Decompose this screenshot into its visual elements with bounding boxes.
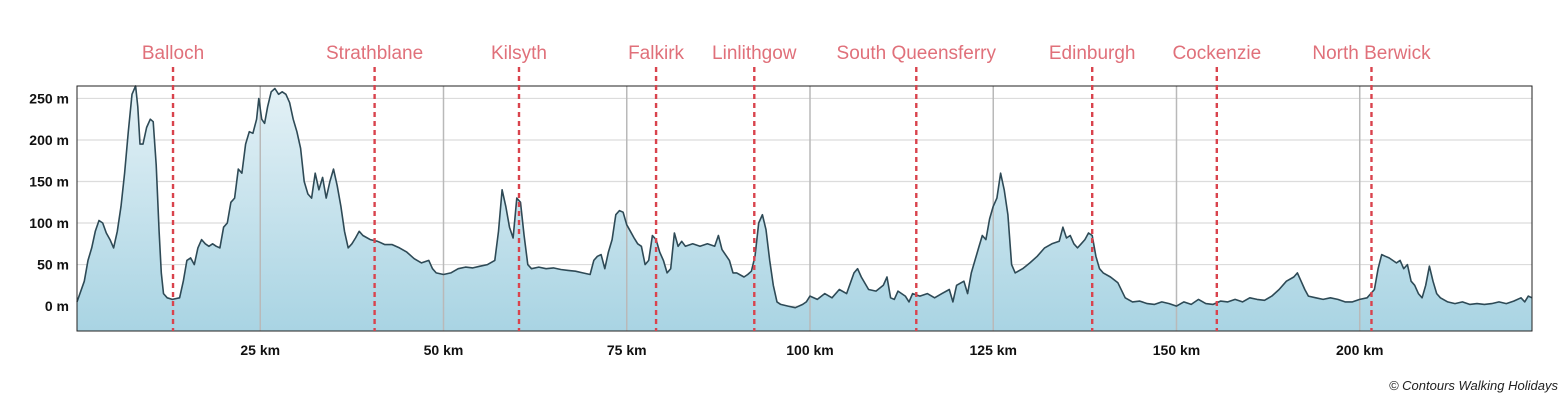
y-tick-label: 250 m bbox=[29, 90, 69, 106]
x-tick-label: 100 km bbox=[786, 342, 833, 358]
x-tick-label: 50 km bbox=[424, 342, 464, 358]
elevation-line bbox=[76, 85, 1533, 309]
x-tick-label: 25 km bbox=[240, 342, 280, 358]
x-tick-label: 125 km bbox=[970, 342, 1017, 358]
x-tick-label: 200 km bbox=[1336, 342, 1383, 358]
town-label: Strathblane bbox=[326, 43, 423, 64]
x-tick-label: 75 km bbox=[607, 342, 647, 358]
town-label: Balloch bbox=[142, 43, 204, 64]
town-label: Edinburgh bbox=[1049, 43, 1136, 64]
elevation-area bbox=[77, 86, 1532, 331]
town-label: South Queensferry bbox=[837, 43, 997, 64]
x-tick-label: 150 km bbox=[1153, 342, 1200, 358]
y-tick-label: 150 m bbox=[29, 174, 69, 190]
town-label: Linlithgow bbox=[712, 43, 797, 64]
plot-frame bbox=[76, 85, 1533, 332]
y-tick-label: 200 m bbox=[29, 132, 69, 148]
town-label: Falkirk bbox=[628, 43, 684, 64]
town-label: Cockenzie bbox=[1172, 43, 1261, 64]
y-tick-label: 100 m bbox=[29, 215, 69, 231]
copyright-text: © Contours Walking Holidays bbox=[1388, 378, 1558, 393]
y-tick-label: 50 m bbox=[37, 257, 69, 273]
y-tick-label: 0 m bbox=[45, 298, 69, 314]
town-label: North Berwick bbox=[1312, 43, 1431, 64]
town-label: Kilsyth bbox=[491, 43, 547, 64]
